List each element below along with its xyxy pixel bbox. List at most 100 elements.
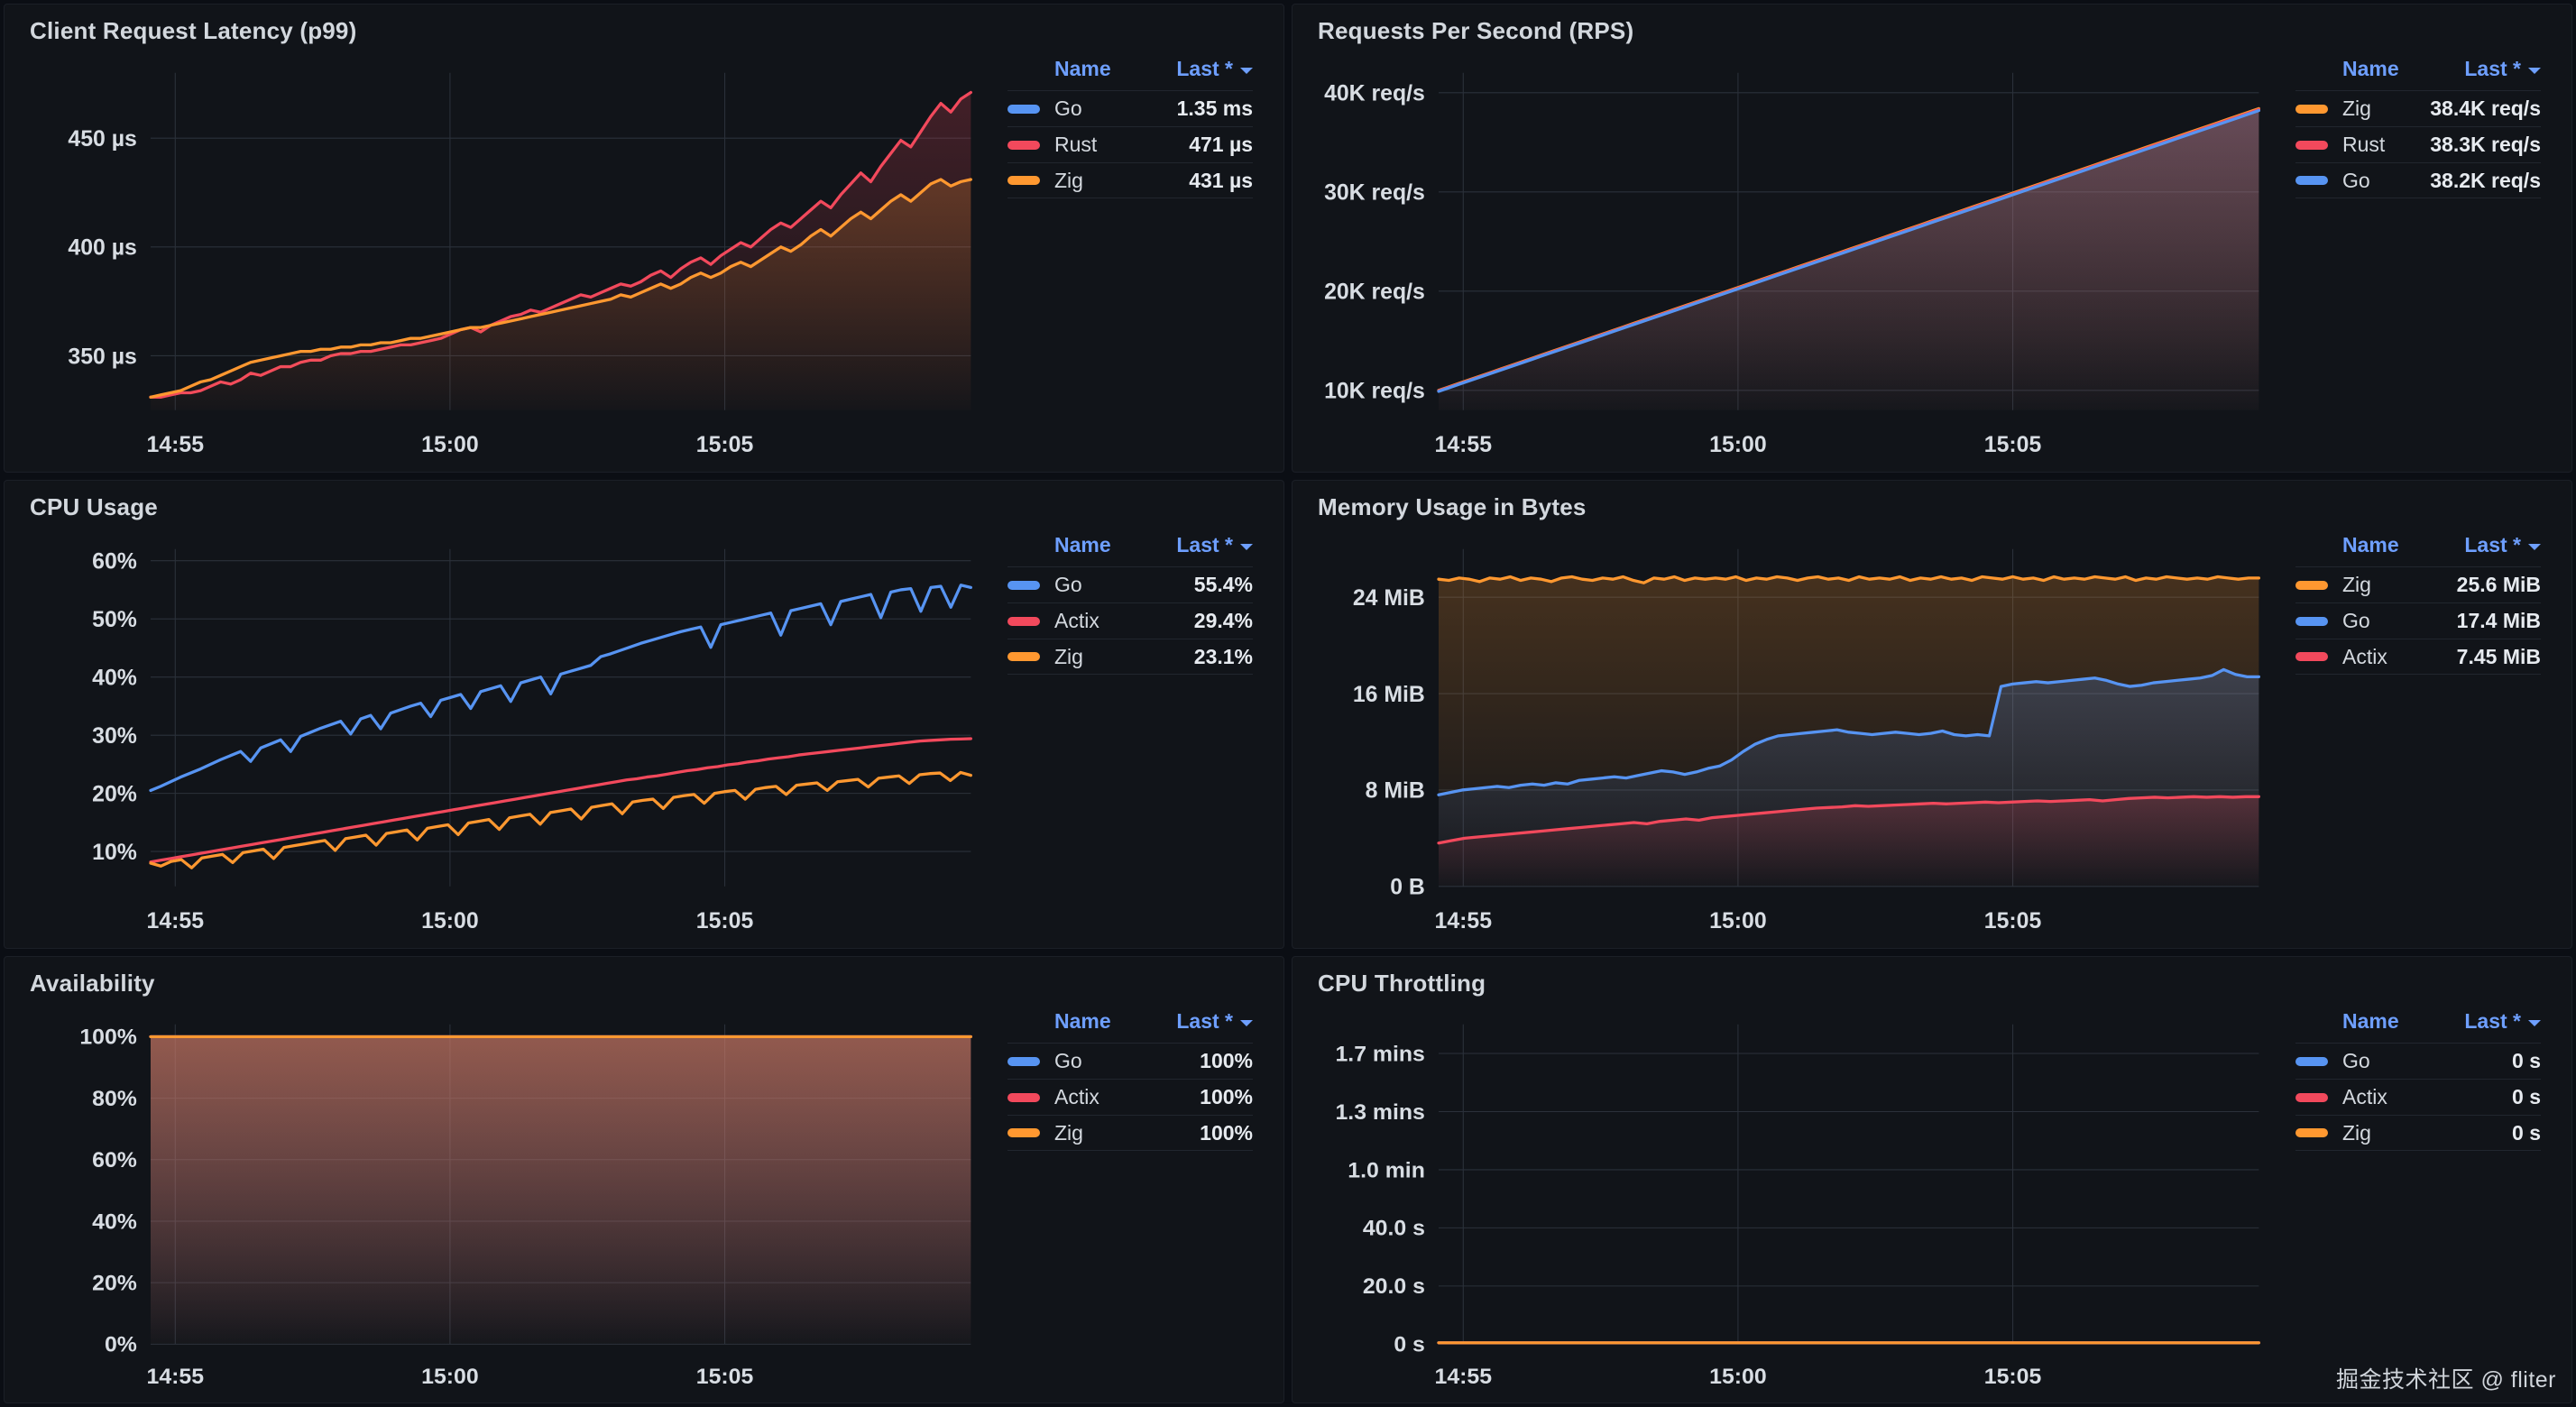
legend-row[interactable]: Go 55.4% xyxy=(1007,566,1253,602)
series-name[interactable]: Actix xyxy=(2342,1085,2387,1108)
legend-throttling[interactable]: Name Last * Go 0 s Actix 0 s Zig 0 s xyxy=(2274,1000,2571,1402)
series-name[interactable]: Go xyxy=(1054,1049,1082,1072)
panel-availability[interactable]: Availability 0% 20% 40% 60% 80% 100% 14:55 15:00… xyxy=(4,956,1284,1403)
legend-col-last[interactable]: Last * xyxy=(2464,533,2541,557)
series-line-zig[interactable] xyxy=(149,178,972,399)
legend-row[interactable]: Go 38.2K req/s xyxy=(2295,162,2541,198)
legend-row[interactable]: Go 0 s xyxy=(2295,1043,2541,1079)
series-color-swatch[interactable] xyxy=(1007,104,1040,114)
legend-row[interactable]: Rust 38.3K req/s xyxy=(2295,126,2541,162)
series-color-swatch[interactable] xyxy=(1007,580,1040,590)
series-color-swatch[interactable] xyxy=(2295,616,2328,626)
legend-rps[interactable]: Name Last * Zig 38.4K req/s Rust 38.3K req/s G… xyxy=(2274,48,2571,472)
series-name[interactable]: Zig xyxy=(2342,573,2371,596)
legend-row[interactable]: Actix 7.45 MiB xyxy=(2295,639,2541,675)
legend-col-last[interactable]: Last * xyxy=(2464,1009,2541,1034)
legend-col-name[interactable]: Name xyxy=(1054,1009,1111,1033)
legend-col-last[interactable]: Last * xyxy=(1176,1009,1253,1034)
series-name[interactable]: Go xyxy=(2342,609,2370,632)
graph-throttling[interactable]: 0 s 20.0 s 40.0 s 1.0 min 1.3 mins 1.7 mins 14… xyxy=(1293,1000,2274,1402)
legend-row[interactable]: Go 100% xyxy=(1007,1043,1253,1079)
series-name[interactable]: Actix xyxy=(1054,1085,1099,1108)
series-color-swatch[interactable] xyxy=(2295,1056,2328,1066)
series-line-actix[interactable] xyxy=(149,737,972,864)
legend-row[interactable]: Zig 100% xyxy=(1007,1115,1253,1151)
series-name[interactable]: Zig xyxy=(2342,1120,2371,1145)
series-color-swatch[interactable] xyxy=(1007,176,1040,185)
legend-row[interactable]: Go 1.35 ms xyxy=(1007,90,1253,126)
legend-row[interactable]: Zig 38.4K req/s xyxy=(2295,90,2541,126)
series-name[interactable]: Actix xyxy=(1054,609,1099,632)
legend-col-name[interactable]: Name xyxy=(2342,533,2399,556)
series-color-swatch[interactable] xyxy=(1007,1128,1040,1137)
y-axis-tick-label: 400 µs xyxy=(68,234,136,260)
series-name[interactable]: Zig xyxy=(1054,644,1083,668)
series-line-go[interactable] xyxy=(1437,667,2260,796)
legend-availability[interactable]: Name Last * Go 100% Actix 100% Zig 100% xyxy=(986,1000,1283,1402)
series-name[interactable]: Zig xyxy=(2342,97,2371,120)
series-color-swatch[interactable] xyxy=(2295,104,2328,114)
legend-col-name[interactable]: Name xyxy=(2342,57,2399,80)
legend-memory[interactable]: Name Last * Zig 25.6 MiB Go 17.4 MiB Actix 7.45… xyxy=(2274,524,2571,948)
series-line-go[interactable] xyxy=(149,584,972,793)
series-color-swatch[interactable] xyxy=(2295,176,2328,185)
series-color-swatch[interactable] xyxy=(2295,1128,2328,1137)
series-name[interactable]: Rust xyxy=(1054,133,1098,156)
legend-col-name[interactable]: Name xyxy=(1054,57,1111,80)
series-name[interactable]: Go xyxy=(1054,573,1082,596)
legend-col-name[interactable]: Name xyxy=(1054,533,1111,556)
plot-area-memory[interactable]: 0 B 8 MiB 16 MiB 24 MiB 14:55 15:00 15:05 xyxy=(1293,531,2267,948)
graph-rps[interactable]: 10K req/s 20K req/s 30K req/s 40K req/s 14:5… xyxy=(1293,48,2274,472)
legend-row[interactable]: Actix 100% xyxy=(1007,1079,1253,1115)
legend-latency[interactable]: Name Last * Go 1.35 ms Rust 471 µs Zig 431 µs xyxy=(986,48,1283,472)
series-name[interactable]: Actix xyxy=(2342,644,2387,668)
series-name[interactable]: Zig xyxy=(1054,1120,1083,1145)
series-color-swatch[interactable] xyxy=(1007,1092,1040,1102)
graph-cpu[interactable]: 10% 20% 30% 40% 50% 60% 14:55 15:00 15:05 xyxy=(5,524,986,948)
legend-col-name[interactable]: Name xyxy=(2342,1009,2399,1033)
series-line-zig[interactable] xyxy=(1437,575,2260,584)
legend-row[interactable]: Go 17.4 MiB xyxy=(2295,602,2541,639)
legend-row[interactable]: Rust 471 µs xyxy=(1007,126,1253,162)
legend-row[interactable]: Zig 25.6 MiB xyxy=(2295,566,2541,602)
panel-latency[interactable]: Client Request Latency (p99) 350 µs 400 µs… xyxy=(4,4,1284,473)
legend-col-last[interactable]: Last * xyxy=(1176,57,1253,81)
y-axis-tick-label: 0% xyxy=(105,1333,137,1357)
series-color-swatch[interactable] xyxy=(1007,652,1040,661)
panel-memory[interactable]: Memory Usage in Bytes 0 B 8 MiB 16 MiB 24 Mi… xyxy=(1292,480,2572,949)
legend-row[interactable]: Actix 29.4% xyxy=(1007,602,1253,639)
series-name[interactable]: Go xyxy=(1054,97,1082,120)
plot-area-availability[interactable]: 0% 20% 40% 60% 80% 100% 14:55 15:00 15:05 xyxy=(5,1007,979,1402)
graph-availability[interactable]: 0% 20% 40% 60% 80% 100% 14:55 15:00 15:05 xyxy=(5,1000,986,1402)
series-color-swatch[interactable] xyxy=(2295,580,2328,590)
series-color-swatch[interactable] xyxy=(2295,140,2328,150)
legend-col-last[interactable]: Last * xyxy=(1176,533,1253,557)
series-name[interactable]: Rust xyxy=(2342,133,2386,156)
legend-row[interactable]: Zig 23.1% xyxy=(1007,639,1253,675)
series-color-swatch[interactable] xyxy=(2295,1092,2328,1102)
legend-row[interactable]: Zig 0 s xyxy=(2295,1115,2541,1151)
series-line-actix[interactable] xyxy=(1437,795,2260,845)
plot-area-latency[interactable]: 350 µs 400 µs 450 µs 14:55 15:00 15:05 xyxy=(5,55,979,472)
series-name[interactable]: Zig xyxy=(1054,168,1083,192)
graph-memory[interactable]: 0 B 8 MiB 16 MiB 24 MiB 14:55 15:00 15:05 xyxy=(1293,524,2274,948)
plot-area-cpu[interactable]: 10% 20% 30% 40% 50% 60% 14:55 15:00 15:05 xyxy=(5,531,979,948)
series-color-swatch[interactable] xyxy=(1007,616,1040,626)
series-name[interactable]: Go xyxy=(2342,168,2370,192)
plot-area-rps[interactable]: 10K req/s 20K req/s 30K req/s 40K req/s 14:5… xyxy=(1293,55,2267,472)
graph-latency[interactable]: 350 µs 400 µs 450 µs 14:55 15:00 15:05 xyxy=(5,48,986,472)
plot-area-throttling[interactable]: 0 s 20.0 s 40.0 s 1.0 min 1.3 mins 1.7 mins 14… xyxy=(1293,1007,2267,1402)
panel-throttling[interactable]: CPU Throttling 0 s 20.0 s 40.0 s 1.0 min 1.3 … xyxy=(1292,956,2572,1403)
legend-cpu[interactable]: Name Last * Go 55.4% Actix 29.4% Zig 23.1% xyxy=(986,524,1283,948)
panel-cpu[interactable]: CPU Usage 10% 20% 30% 40% 50% 60% 14:55 15:00 15:… xyxy=(4,480,1284,949)
series-line-go[interactable] xyxy=(1437,108,2260,393)
series-color-swatch[interactable] xyxy=(1007,1056,1040,1066)
legend-col-last[interactable]: Last * xyxy=(2464,57,2541,81)
series-name[interactable]: Go xyxy=(2342,1049,2370,1072)
legend-row[interactable]: Actix 0 s xyxy=(2295,1079,2541,1115)
series-color-swatch[interactable] xyxy=(2295,652,2328,661)
panel-rps[interactable]: Requests Per Second (RPS) 10K req/s 20K re… xyxy=(1292,4,2572,473)
legend-row[interactable]: Zig 431 µs xyxy=(1007,162,1253,198)
series-line-zig[interactable] xyxy=(149,770,972,869)
series-color-swatch[interactable] xyxy=(1007,140,1040,150)
